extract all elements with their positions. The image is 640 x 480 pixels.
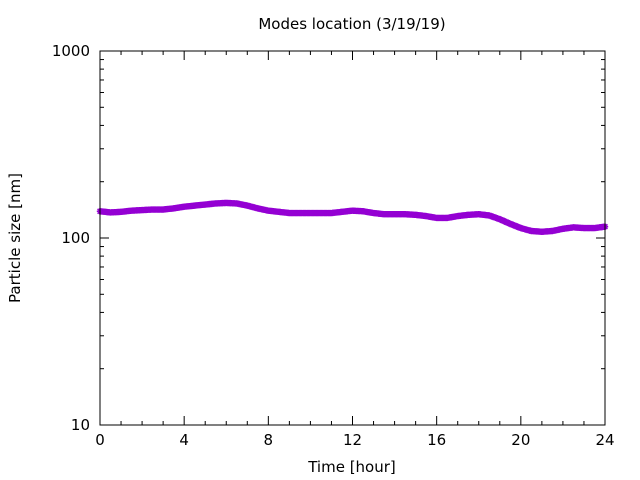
data-points (96, 199, 609, 235)
x-tick-label: 4 (179, 431, 189, 449)
x-tick-label: 0 (95, 431, 105, 449)
x-axis-label: Time [hour] (307, 458, 396, 476)
x-tick-label: 8 (264, 431, 274, 449)
y-axis-label: Particle size [nm] (6, 173, 24, 303)
chart-title: Modes location (3/19/19) (258, 15, 445, 33)
y-tick-label: 10 (71, 416, 90, 434)
y-tick-label: 1000 (52, 42, 90, 60)
x-tick-label: 12 (343, 431, 362, 449)
axis-ticks (99, 50, 606, 426)
plot-frame (99, 50, 606, 426)
x-tick-label: 24 (595, 431, 614, 449)
y-tick-label: 100 (61, 229, 90, 247)
tick-labels: 0 4 8 12 16 20 24 10 100 1000 (52, 42, 615, 449)
x-tick-label: 16 (427, 431, 446, 449)
x-tick-label: 20 (511, 431, 530, 449)
